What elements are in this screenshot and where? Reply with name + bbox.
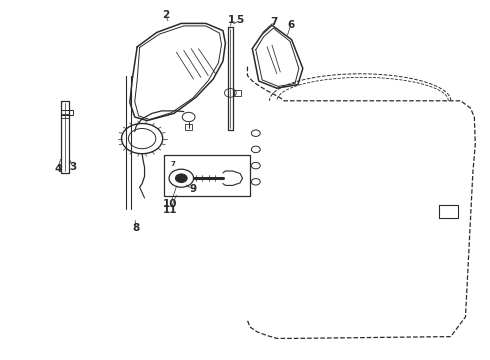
Text: 3: 3 xyxy=(69,162,76,172)
Text: 2: 2 xyxy=(162,10,169,21)
Text: 9: 9 xyxy=(189,184,196,194)
Bar xyxy=(185,124,192,130)
Text: 4: 4 xyxy=(54,164,62,174)
Text: 8: 8 xyxy=(133,222,140,233)
Bar xyxy=(61,110,73,115)
Text: 6: 6 xyxy=(287,20,294,30)
Text: 7: 7 xyxy=(270,17,278,27)
Circle shape xyxy=(175,174,187,183)
Text: 1: 1 xyxy=(228,15,235,25)
Text: 5: 5 xyxy=(237,15,244,25)
Bar xyxy=(164,155,250,196)
Bar xyxy=(61,114,69,118)
Text: 11: 11 xyxy=(163,204,178,215)
Text: 10: 10 xyxy=(163,199,178,210)
Bar xyxy=(234,90,241,96)
Text: 7: 7 xyxy=(170,161,175,167)
